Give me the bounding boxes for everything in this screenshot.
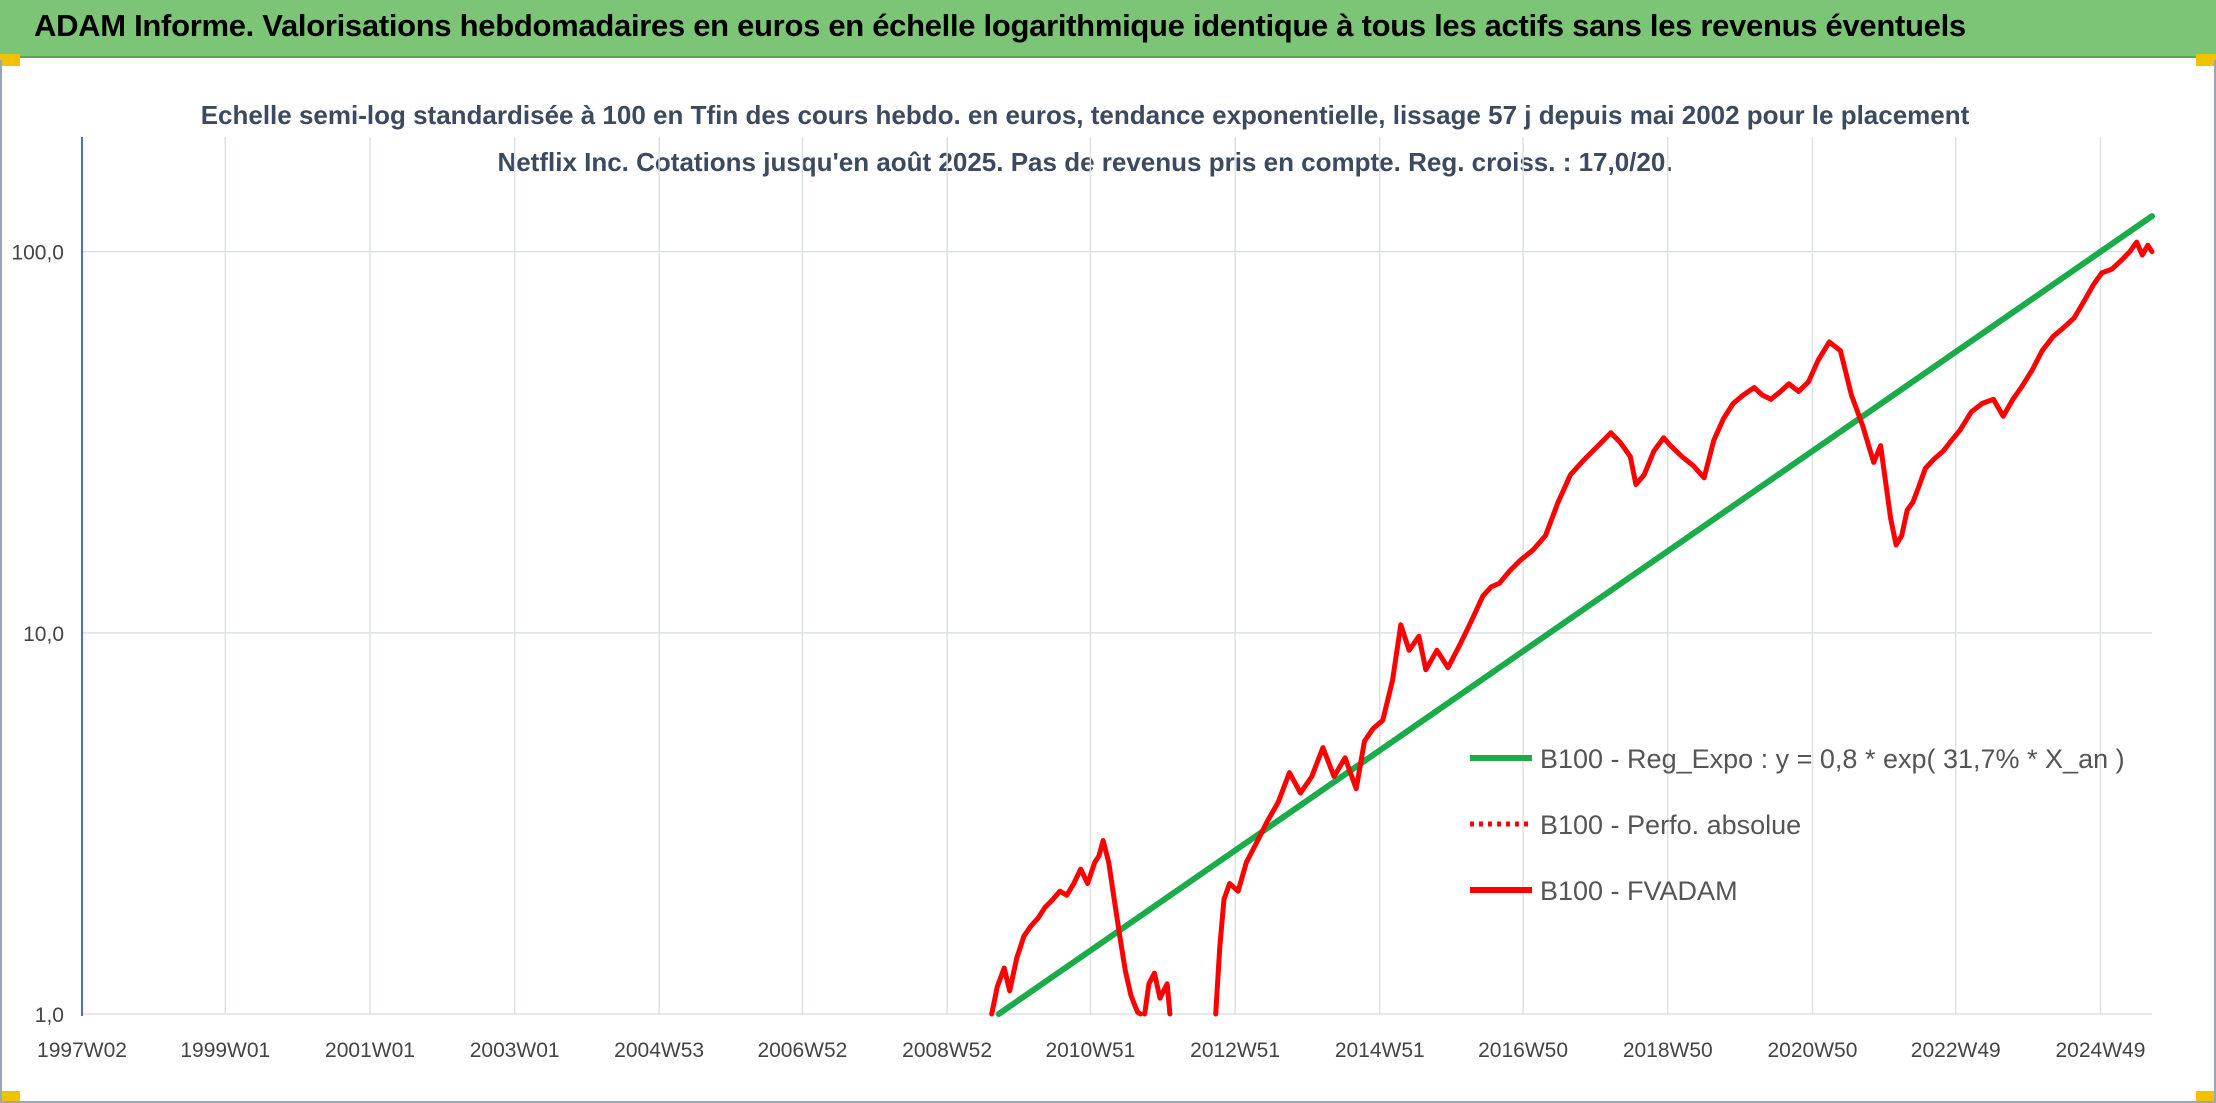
legend: B100 - Reg_Expo : y = 0,8 * exp( 31,7% *…: [1470, 744, 2125, 906]
x-tick-label: 2016W50: [1478, 1039, 1568, 1062]
series-fvadam-line-3: [1213, 239, 2155, 1017]
chart-frame: [0, 60, 2216, 1103]
x-tick-label: 2008W52: [902, 1039, 992, 1062]
x-tick-label: 2012W51: [1190, 1039, 1280, 1062]
corner-marker-right: [2196, 54, 2216, 66]
legend-label-1: B100 - Reg_Expo : y = 0,8 * exp( 31,7% *…: [1540, 744, 2125, 774]
x-tick-label: 1997W02: [37, 1039, 127, 1062]
chart-title: Echelle semi-log standardisée à 100 en T…: [200, 100, 1970, 177]
x-tick-label: 2003W01: [470, 1039, 560, 1062]
y-tick-label: 100,0: [11, 242, 64, 265]
x-tick-label: 2024W49: [2056, 1039, 2146, 1062]
legend-label-3: B100 - FVADAM: [1540, 876, 1738, 906]
series-reg-expo-line: [995, 213, 2155, 1017]
legend-label-2: B100 - Perfo. absolue: [1540, 810, 1801, 840]
series-fvadam-line-1: [989, 838, 1144, 1017]
grid-layer: [81, 137, 2152, 1015]
axis-layer: 100,0 10,0 1,0 1997W02 1999W01 2001W01 2003W01…: [11, 137, 2145, 1062]
y-tick-label: 1,0: [35, 1004, 64, 1027]
corner-marker-bottom-left: [0, 1091, 20, 1103]
x-tick-label: 2014W51: [1335, 1039, 1425, 1062]
y-tick-label: 10,0: [23, 623, 64, 646]
corner-marker-bottom-right: [2196, 1091, 2216, 1103]
x-tick-label: 1999W01: [180, 1039, 270, 1062]
x-tick-label: 2022W49: [1911, 1039, 2001, 1062]
x-tick-label: 2006W52: [757, 1039, 847, 1062]
series-fvadam-line-2: [1142, 970, 1173, 1017]
x-tick-label: 2001W01: [325, 1039, 415, 1062]
x-tick-label: 2004W53: [614, 1039, 704, 1062]
x-tick-label: 2010W51: [1045, 1039, 1135, 1062]
x-tick-label: 2020W50: [1768, 1039, 1858, 1062]
corner-marker-left: [0, 54, 20, 66]
series-layer: [989, 213, 2155, 1017]
header-banner: ADAM Informe. Valorisations hebdomadaire…: [0, 0, 2216, 58]
x-tick-label: 2018W50: [1623, 1039, 1713, 1062]
banner-title: ADAM Informe. Valorisations hebdomadaire…: [34, 8, 1966, 43]
